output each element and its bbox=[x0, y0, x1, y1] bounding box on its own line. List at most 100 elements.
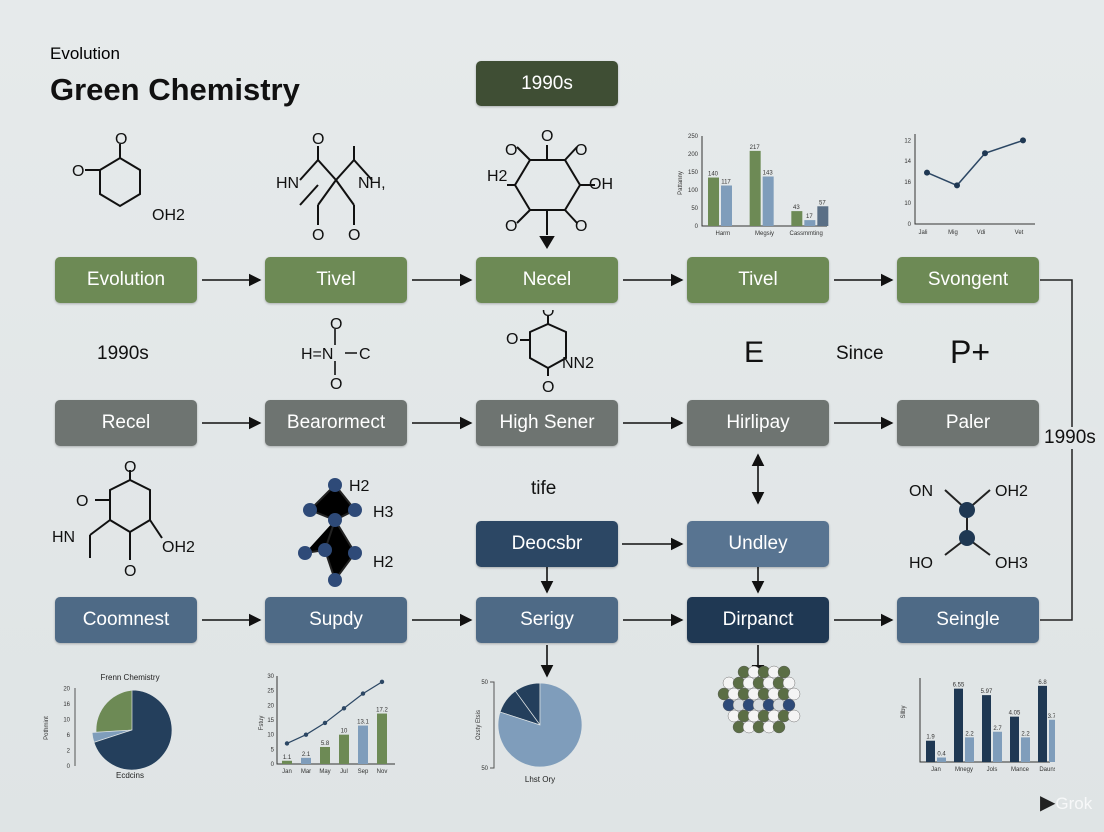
svg-text:O: O bbox=[505, 218, 517, 235]
bar-label: 13.1 bbox=[357, 720, 369, 726]
molecule-7: H2 H3 H2 bbox=[298, 478, 394, 587]
y-tick: 0 bbox=[908, 222, 912, 228]
svg-text:C: C bbox=[359, 346, 371, 363]
node-bearormect: Bearormect bbox=[265, 400, 407, 446]
y-tick: 200 bbox=[688, 152, 699, 158]
bar bbox=[1021, 737, 1030, 762]
y-tick: 150 bbox=[688, 170, 699, 176]
node-tivel: Tivel bbox=[687, 257, 829, 303]
node-undley: Undley bbox=[687, 521, 829, 567]
bar-label: 17.2 bbox=[376, 708, 388, 714]
side-label-1990s: 1990s bbox=[1042, 427, 1098, 449]
svg-text:O: O bbox=[76, 493, 88, 510]
y-tick: 20 bbox=[267, 703, 274, 709]
bar-label: 43 bbox=[793, 205, 800, 211]
bar-label: 143 bbox=[763, 171, 774, 177]
node-high-sener: High Sener bbox=[476, 400, 618, 446]
bar bbox=[721, 185, 732, 226]
axis bbox=[276, 676, 395, 765]
x-tick: Mance bbox=[1011, 767, 1030, 773]
y-tick: 25 bbox=[267, 689, 274, 695]
data-point bbox=[982, 150, 988, 157]
atom-sphere bbox=[787, 709, 801, 723]
y-tick: 16 bbox=[63, 702, 70, 708]
x-tick: Jul bbox=[340, 769, 348, 775]
bar-label: 0.4 bbox=[937, 752, 946, 758]
bar-label: 2.7 bbox=[993, 726, 1002, 732]
bar bbox=[817, 206, 829, 226]
svg-text:NH,: NH, bbox=[358, 175, 386, 192]
y-tick: 50 bbox=[691, 206, 698, 212]
molecule-4: O H=N C O bbox=[301, 316, 371, 390]
node-seingle: Seingle bbox=[897, 597, 1039, 643]
svg-text:O: O bbox=[542, 310, 554, 320]
bar-label: 2.2 bbox=[965, 731, 974, 737]
y-tick: 12 bbox=[904, 138, 911, 144]
x-tick: Mig bbox=[948, 230, 958, 236]
bar-label: 6.8 bbox=[1038, 680, 1047, 686]
bar-label: 2.2 bbox=[1021, 731, 1030, 737]
page-title: Green Chemistry bbox=[50, 72, 300, 107]
chart-pie-left: Frenn Chemistry Ecdcins Pothmint 0 2 6 10 16 20 bbox=[44, 673, 173, 780]
y-label: Sllby bbox=[901, 705, 907, 718]
y-tick: 0 bbox=[271, 762, 275, 768]
molecule-6: O HN O OH2 O bbox=[52, 460, 195, 580]
side-bracket bbox=[1040, 279, 1073, 621]
data-point bbox=[379, 679, 385, 685]
node-deocsbr: Deocsbr bbox=[476, 521, 618, 567]
data-point bbox=[284, 741, 290, 746]
axis bbox=[490, 681, 495, 769]
bar bbox=[762, 176, 774, 226]
svg-text:O: O bbox=[312, 227, 324, 244]
y-tick: 10 bbox=[267, 733, 274, 739]
y-tick: 10 bbox=[63, 718, 70, 724]
data-point bbox=[322, 720, 328, 726]
y-tick: 0 bbox=[695, 224, 699, 230]
x-tick: Sep bbox=[358, 769, 369, 775]
bar bbox=[937, 757, 946, 762]
bar bbox=[791, 211, 803, 226]
bar-label: 5.97 bbox=[981, 689, 993, 695]
bar-label: 5.8 bbox=[321, 741, 330, 747]
bar-label: 57 bbox=[819, 200, 826, 206]
svg-text:ON: ON bbox=[909, 483, 933, 500]
node-necel: Necel bbox=[476, 257, 618, 303]
y-tick: 5 bbox=[271, 747, 275, 753]
label-since: Since bbox=[836, 343, 884, 364]
y-label: Fstuy bbox=[259, 716, 265, 731]
svg-text:O: O bbox=[505, 142, 517, 159]
chart-combo: 0 5 10 15 20 25 30 Fstuy 1.1 Jan 2.1 Mar 5.8 May 10 Jul… bbox=[259, 674, 395, 775]
x-tick: Megsiy bbox=[755, 231, 774, 237]
svg-text:O: O bbox=[542, 379, 554, 395]
trend-line bbox=[286, 681, 383, 745]
chart-bar-right: Sllby Jan 1.9 0.4 Mnegy 6.55 2.2 Jols 5.97 2.7 Man… bbox=[901, 678, 1055, 773]
y-tick: 14 bbox=[904, 159, 911, 165]
atom-sphere bbox=[772, 720, 786, 734]
data-point bbox=[924, 169, 930, 176]
bar bbox=[377, 713, 387, 764]
bar bbox=[339, 734, 349, 764]
bar bbox=[965, 737, 974, 762]
svg-text:O: O bbox=[72, 163, 84, 180]
chart-line-top: 0 10 16 14 12 Jali Mig Vdi Vet bbox=[904, 134, 1035, 236]
bar bbox=[301, 757, 311, 764]
bar bbox=[708, 177, 719, 226]
bar-label: 10 bbox=[341, 729, 348, 735]
x-tick: Nov bbox=[377, 769, 388, 775]
svg-text:OH3: OH3 bbox=[995, 555, 1028, 572]
svg-text:HN: HN bbox=[276, 175, 299, 192]
data-point bbox=[303, 732, 309, 737]
y-tick: 6 bbox=[67, 733, 71, 739]
x-tick: Jali bbox=[918, 230, 927, 236]
y-label: Pattanny bbox=[678, 171, 684, 195]
node-evolution: Evolution bbox=[55, 257, 197, 303]
y-tick: 15 bbox=[267, 718, 274, 724]
chart-pie-center: Lhst Ory Ozsty Etsis 50 50 bbox=[476, 680, 583, 784]
axis bbox=[914, 134, 1035, 225]
svg-text:NN2: NN2 bbox=[562, 355, 594, 372]
svg-text:O: O bbox=[541, 128, 553, 145]
data-point bbox=[341, 706, 347, 711]
pie-slice bbox=[497, 682, 583, 768]
